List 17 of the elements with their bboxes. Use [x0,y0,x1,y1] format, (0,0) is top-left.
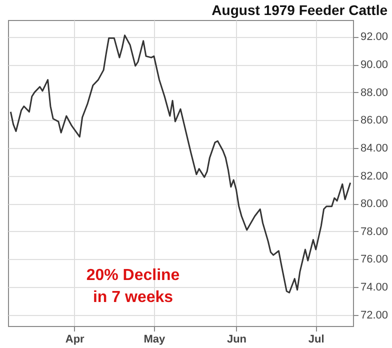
y-tick-label: 74.00 [360,282,388,294]
x-tick-label: Apr [65,334,86,346]
x-tick-label: Jul [308,334,324,346]
y-tick-label: 92.00 [360,31,388,44]
y-tick-label: 72.00 [360,309,388,322]
y-tick-label: 80.00 [360,198,388,210]
chart-title: August 1979 Feeder Cattle [212,2,388,18]
annotation: 20% Decline in 7 weeks [86,267,180,306]
x-tick-label: Jun [226,334,247,346]
y-tick-label: 78.00 [360,226,388,238]
x-tick-label: May [144,334,166,346]
y-tick-label: 76.00 [360,254,388,266]
y-tick-label: 86.00 [360,114,388,127]
y-tick-label: 82.00 [360,170,388,182]
y-tick-label: 90.00 [360,59,388,72]
y-tick-label: 88.00 [360,86,388,99]
y-tick-label: 84.00 [360,142,388,154]
